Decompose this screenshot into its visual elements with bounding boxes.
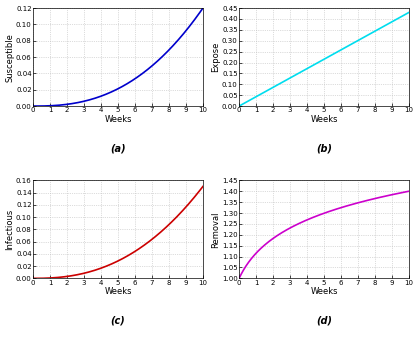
X-axis label: Weeks: Weeks — [310, 287, 338, 296]
X-axis label: Weeks: Weeks — [104, 287, 132, 296]
Text: (d): (d) — [316, 316, 332, 325]
Text: (c): (c) — [111, 316, 125, 325]
Y-axis label: Susceptible: Susceptible — [5, 33, 15, 81]
Text: (a): (a) — [110, 143, 126, 153]
X-axis label: Weeks: Weeks — [310, 115, 338, 124]
Y-axis label: Removal: Removal — [212, 211, 220, 247]
Y-axis label: Expose: Expose — [212, 42, 220, 72]
Y-axis label: Infectious: Infectious — [5, 209, 15, 250]
Text: (b): (b) — [316, 143, 332, 153]
X-axis label: Weeks: Weeks — [104, 115, 132, 124]
